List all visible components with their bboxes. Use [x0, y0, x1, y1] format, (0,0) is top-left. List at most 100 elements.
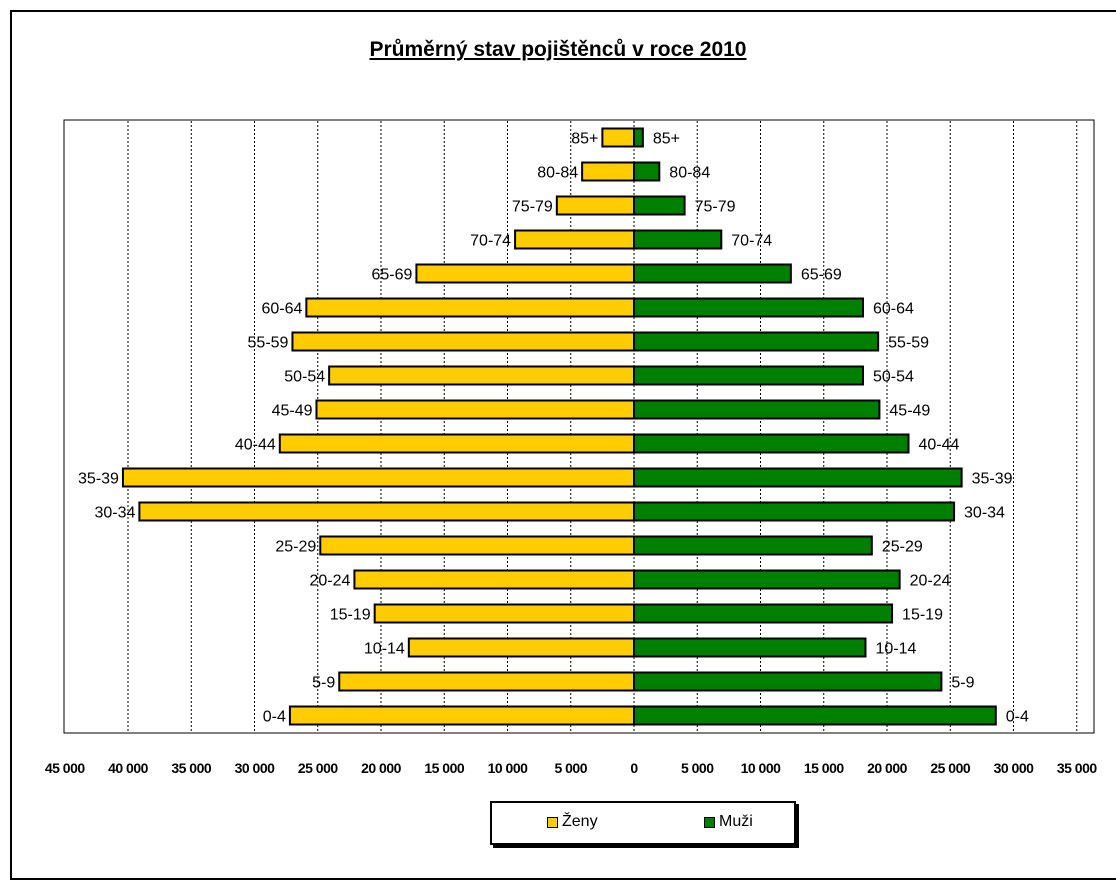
x-tick-label: 25 000: [930, 760, 971, 776]
category-label-right: 20-24: [910, 573, 951, 590]
x-tick-label: 30 000: [994, 760, 1035, 776]
category-label-left: 60-64: [261, 301, 302, 318]
bar-zeny: [319, 535, 635, 556]
bar-zeny: [338, 671, 635, 692]
category-label-left: 55-59: [248, 335, 289, 352]
category-label-left: 45-49: [272, 403, 313, 420]
bar-muzi: [633, 603, 894, 624]
bar-muzi: [633, 433, 910, 454]
bar-muzi: [633, 569, 901, 590]
bar-muzi: [633, 501, 956, 522]
legend-item-muzi: Muži: [704, 813, 753, 831]
bar-zeny: [353, 569, 635, 590]
legend-swatch-zeny: [547, 816, 558, 828]
category-label-right: 15-19: [902, 607, 943, 624]
category-label-left: 50-54: [284, 369, 325, 386]
bar-muzi: [633, 161, 661, 182]
category-label-right: 70-74: [731, 233, 772, 250]
legend-item-zeny: Ženy: [547, 813, 598, 831]
bar-muzi: [633, 229, 723, 250]
category-label-left: 75-79: [512, 199, 553, 216]
category-label-right: 85+: [653, 131, 680, 148]
x-tick-label: 25 000: [298, 760, 339, 776]
category-label-right: 75-79: [695, 199, 736, 216]
bar-zeny: [601, 127, 635, 148]
category-label-left: 5-9: [312, 675, 335, 692]
bar-zeny: [138, 501, 635, 522]
bar-muzi: [633, 195, 686, 216]
x-tick-label: 15 000: [424, 760, 465, 776]
bar-muzi: [633, 365, 864, 386]
category-label-left: 30-34: [94, 505, 135, 522]
bar-zeny: [328, 365, 635, 386]
bar-muzi: [633, 671, 943, 692]
category-label-left: 25-29: [275, 539, 316, 556]
x-tick-label: 10 000: [741, 760, 782, 776]
bar-muzi: [633, 263, 792, 284]
x-tick-label: 35 000: [1057, 760, 1098, 776]
category-label-left: 20-24: [310, 573, 351, 590]
category-label-right: 0-4: [1006, 709, 1029, 726]
x-tick-label: 35 000: [171, 760, 212, 776]
x-tick-label: 20 000: [361, 760, 402, 776]
x-tick-labels: 45 000 40 000 35 000 30 000 25 000 20 000 15 0…: [45, 760, 1098, 776]
category-label-left: 85+: [571, 131, 598, 148]
bar-zeny: [581, 161, 636, 182]
category-label-left: 65-69: [371, 267, 412, 284]
bar-muzi: [633, 535, 873, 556]
gridlines: [127, 121, 1078, 732]
category-label-right: 80-84: [669, 165, 710, 182]
bar-zeny: [121, 467, 635, 488]
category-label-right: 55-59: [888, 335, 929, 352]
bar-muzi: [633, 127, 644, 148]
bar-zeny: [291, 331, 635, 352]
bar-muzi: [633, 399, 881, 420]
x-tick-label: 45 000: [45, 760, 86, 776]
plot-area: [63, 119, 1095, 734]
category-label-right: 5-9: [951, 675, 974, 692]
category-label-left: 40-44: [235, 437, 276, 454]
category-label-right: 40-44: [919, 437, 960, 454]
category-label-right: 65-69: [801, 267, 842, 284]
bar-muzi: [633, 297, 864, 318]
bar-zeny: [315, 399, 635, 420]
category-label-right: 60-64: [873, 301, 914, 318]
category-label-right: 10-14: [875, 641, 916, 658]
bar-zeny: [305, 297, 635, 318]
category-label-left: 70-74: [470, 233, 511, 250]
x-tick-label: 0: [630, 760, 638, 776]
category-label-right: 35-39: [972, 471, 1013, 488]
bar-muzi: [633, 705, 997, 726]
category-label-left: 35-39: [78, 471, 119, 488]
category-label-left: 10-14: [364, 641, 405, 658]
category-label-right: 45-49: [889, 403, 930, 420]
bar-zeny: [288, 705, 635, 726]
bar-muzi: [633, 467, 963, 488]
legend-swatch-muzi: [704, 816, 715, 828]
bar-zeny: [415, 263, 636, 284]
legend-label-muzi: Muži: [719, 813, 753, 830]
bar-zeny: [514, 229, 636, 250]
x-tick-label: 30 000: [235, 760, 276, 776]
chart-title: Průměrný stav pojištěnců v roce 2010: [369, 38, 747, 61]
bar-zeny: [373, 603, 635, 624]
category-label-right: 50-54: [873, 369, 914, 386]
x-tick-label: 5 000: [554, 760, 587, 776]
category-label-right: 30-34: [964, 505, 1005, 522]
bars: [121, 127, 997, 726]
category-label-right: 25-29: [882, 539, 923, 556]
x-tick-label: 5 000: [681, 760, 714, 776]
legend-label-zeny: Ženy: [562, 813, 598, 830]
x-tick-label: 20 000: [867, 760, 908, 776]
bar-zeny: [407, 637, 635, 658]
category-label-left: 80-84: [537, 165, 578, 182]
bar-muzi: [633, 637, 867, 658]
x-tick-label: 15 000: [804, 760, 845, 776]
legend: Ženy Muži: [490, 801, 796, 845]
category-label-left: 15-19: [330, 607, 371, 624]
category-label-left: 0-4: [263, 709, 286, 726]
x-tick-label: 10 000: [488, 760, 529, 776]
bar-zeny: [278, 433, 635, 454]
